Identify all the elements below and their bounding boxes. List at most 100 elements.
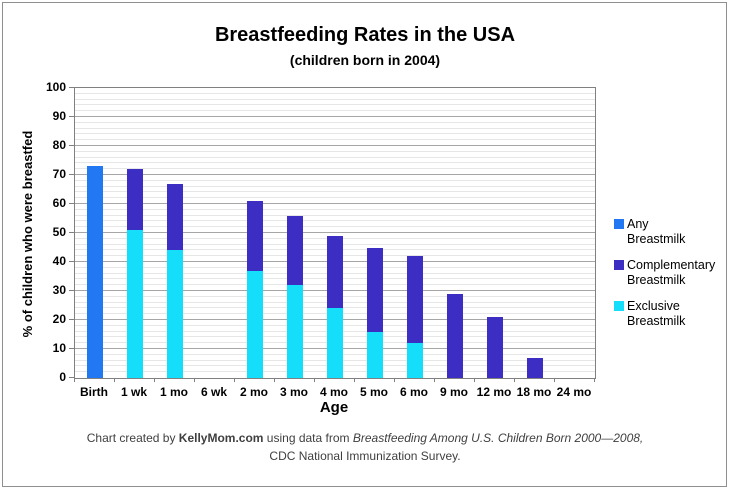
bar-complementary-2-mo <box>247 201 263 271</box>
footer-site: KellyMom.com <box>178 431 264 445</box>
gridline-minor <box>75 226 595 228</box>
plot-area <box>74 87 596 379</box>
gridline-minor <box>75 220 595 222</box>
y-tick-label: 80 <box>52 138 66 152</box>
legend-swatch-complementary-breastmilk <box>614 260 624 270</box>
x-tick-mark <box>394 378 395 382</box>
chart-title: Breastfeeding Rates in the USA <box>214 24 516 46</box>
gridline-minor <box>75 98 595 100</box>
legend-item-any-breastmilk: Any Breastmilk <box>614 217 726 247</box>
bar-complementary-3-mo <box>287 215 303 286</box>
gridline-minor <box>75 179 595 181</box>
gridline-minor <box>75 191 595 193</box>
gridline-major <box>75 116 595 117</box>
chart-footer: Chart created by KellyMom.com using data… <box>0 429 730 465</box>
footer-line-2: CDC National Immunization Survey. <box>269 449 461 463</box>
legend: Any Breastmilk Complementary Breastmilk Ex… <box>614 217 726 340</box>
gridline-minor <box>75 208 595 210</box>
legend-swatch-exclusive-breastmilk <box>614 301 624 311</box>
x-tick-mark <box>74 378 75 382</box>
gridline-minor <box>75 162 595 164</box>
gridline-major <box>75 232 595 233</box>
x-tick-mark <box>434 378 435 382</box>
bar-complementary-5-mo <box>367 247 383 332</box>
y-tick-label: 40 <box>52 254 66 268</box>
y-tick-label: 60 <box>52 196 66 210</box>
bar-complementary-12-mo <box>487 317 503 378</box>
bar-exclusive-3-mo <box>287 285 303 378</box>
x-tick-label-12-mo: 12 mo <box>476 385 512 399</box>
bar-exclusive-6-mo <box>407 343 423 378</box>
x-tick-mark <box>114 378 115 382</box>
y-tick-mark <box>69 290 74 291</box>
y-tick-mark <box>69 203 74 204</box>
bar-exclusive-5-mo <box>367 331 383 378</box>
x-tick-label-2-mo: 2 mo <box>239 385 268 399</box>
y-tick-label: 20 <box>52 312 66 326</box>
footer-source: Breastfeeding Among U.S. Children Born 2… <box>352 431 644 445</box>
x-tick-mark <box>354 378 355 382</box>
gridline-major <box>75 203 595 204</box>
x-tick-label-6-mo: 6 mo <box>399 385 428 399</box>
x-tick-label-birth: Birth <box>80 385 108 399</box>
bar-any-birth <box>87 166 103 378</box>
bar-complementary-1-mo <box>167 183 183 251</box>
gridline-major <box>75 145 595 146</box>
x-tick-mark <box>514 378 515 382</box>
y-tick-mark <box>69 232 74 233</box>
bar-complementary-1-wk <box>127 169 143 231</box>
y-tick-label: 50 <box>52 225 66 239</box>
x-tick-label-1-wk: 1 wk <box>120 385 147 399</box>
bar-exclusive-1-mo <box>167 250 183 378</box>
gridline-minor <box>75 121 595 123</box>
x-tick-mark <box>594 378 595 382</box>
y-tick-label: 30 <box>52 283 66 297</box>
bar-exclusive-2-mo <box>247 270 263 378</box>
gridline-minor <box>75 104 595 106</box>
legend-label-any-breastmilk: Any Breastmilk <box>627 217 686 246</box>
y-tick-label: 90 <box>52 109 66 123</box>
x-tick-mark <box>474 378 475 382</box>
bar-complementary-18-mo <box>527 357 543 378</box>
gridline-minor <box>75 110 595 112</box>
legend-label-complementary-breastmilk: Complementary Breastmilk <box>627 258 716 287</box>
gridline-minor <box>75 150 595 152</box>
x-tick-label-9-mo: 9 mo <box>439 385 468 399</box>
gridline-minor <box>75 127 595 129</box>
y-tick-mark <box>69 319 74 320</box>
gridline-minor <box>75 168 595 170</box>
gridline-minor <box>75 92 595 94</box>
x-tick-mark <box>154 378 155 382</box>
gridline-minor <box>75 139 595 141</box>
x-tick-label-6-wk: 6 wk <box>200 385 227 399</box>
legend-label-exclusive-breastmilk: Exclusive Breastmilk <box>627 299 686 328</box>
x-tick-label-3-mo: 3 mo <box>279 385 308 399</box>
chart-subtitle: (children born in 2004) <box>289 52 441 68</box>
y-tick-label: 100 <box>45 80 66 94</box>
y-tick-mark <box>69 261 74 262</box>
gridline-major <box>75 174 595 175</box>
y-tick-label: 70 <box>52 167 66 181</box>
legend-swatch-any-breastmilk <box>614 219 624 229</box>
bar-complementary-4-mo <box>327 235 343 309</box>
y-tick-label: 10 <box>52 341 66 355</box>
x-tick-label-4-mo: 4 mo <box>319 385 348 399</box>
y-tick-mark <box>69 174 74 175</box>
x-tick-mark <box>234 378 235 382</box>
x-tick-label-1-mo: 1 mo <box>159 385 188 399</box>
legend-item-exclusive-breastmilk: Exclusive Breastmilk <box>614 299 726 329</box>
y-tick-mark <box>69 348 74 349</box>
bar-exclusive-4-mo <box>327 308 343 378</box>
x-tick-label-24-mo: 24 mo <box>556 385 592 399</box>
y-tick-mark <box>69 116 74 117</box>
x-axis-title: Age <box>319 399 349 416</box>
y-tick-mark <box>69 145 74 146</box>
bar-complementary-6-mo <box>407 256 423 344</box>
y-tick-label: 0 <box>59 370 66 384</box>
legend-item-complementary-breastmilk: Complementary Breastmilk <box>614 258 726 288</box>
footer-line-1: Chart created by KellyMom.com using data… <box>86 431 644 445</box>
y-tick-mark <box>69 377 74 378</box>
x-tick-label-5-mo: 5 mo <box>359 385 388 399</box>
